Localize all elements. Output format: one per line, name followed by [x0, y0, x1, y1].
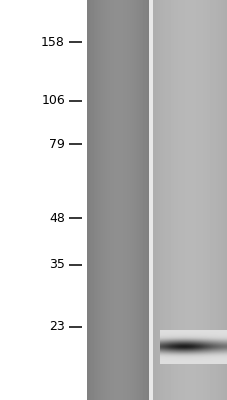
- Text: 79: 79: [49, 138, 65, 151]
- Bar: [148, 0, 152, 400]
- Text: 106: 106: [41, 94, 65, 108]
- Text: 23: 23: [49, 320, 65, 333]
- Text: 158: 158: [41, 36, 65, 48]
- Text: 35: 35: [49, 258, 65, 271]
- Text: 48: 48: [49, 212, 65, 224]
